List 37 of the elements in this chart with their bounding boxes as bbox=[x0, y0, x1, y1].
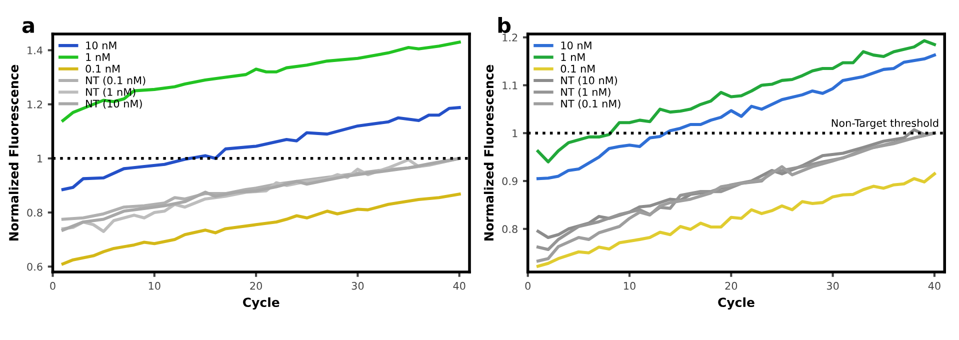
x-tick-label: 20 bbox=[725, 282, 738, 290]
x-tick-label: 30 bbox=[352, 282, 364, 290]
legend-label: NT (1 nM) bbox=[561, 88, 610, 98]
legend-label: 1 nM bbox=[561, 53, 585, 61]
y-tick-label: 1 bbox=[38, 154, 42, 162]
y-tick-label: 1.4 bbox=[28, 46, 42, 54]
x-tick-label: 30 bbox=[826, 282, 839, 290]
x-tick-label: 0 bbox=[50, 282, 56, 290]
y-tick-label: 1.2 bbox=[28, 100, 42, 108]
y-tick-label: 0.8 bbox=[27, 208, 42, 217]
ref-line-label: Non-Target threshold bbox=[832, 118, 938, 129]
legend-label: NT (0.1 nM) bbox=[86, 76, 146, 86]
y-tick-label: 0.6 bbox=[27, 262, 42, 271]
x-tick-label: 40 bbox=[928, 282, 940, 290]
legend-label: 1 nM bbox=[86, 53, 110, 61]
legend-label: 10 nM bbox=[86, 41, 116, 50]
legend-label: 10 nM bbox=[561, 41, 592, 50]
y-axis-title: Normalized Fluorescence bbox=[8, 64, 18, 241]
x-tick-label: 10 bbox=[148, 282, 160, 290]
y-axis-title: Normalized Fluorescence bbox=[484, 64, 494, 241]
x-tick-label: 20 bbox=[250, 282, 262, 290]
x-axis-title: Cycle bbox=[243, 297, 280, 310]
legend-label: 0.1 nM bbox=[86, 64, 120, 73]
y-tick-label: 1 bbox=[512, 129, 518, 138]
legend-label: 0.1 nM bbox=[560, 64, 595, 73]
y-tick-label: 1.2 bbox=[502, 34, 518, 42]
y-tick-label: 1.1 bbox=[502, 82, 518, 90]
chart-title: a bbox=[22, 21, 34, 34]
x-tick-label: 10 bbox=[624, 282, 636, 290]
legend-label: NT (10 nM) bbox=[561, 76, 617, 86]
chart-title: b bbox=[498, 16, 511, 34]
x-tick-label: 40 bbox=[453, 282, 466, 290]
legend-label: NT (0.1 nM) bbox=[561, 100, 620, 109]
x-axis-title: Cycle bbox=[718, 297, 754, 310]
x-tick-label: 0 bbox=[525, 282, 530, 290]
y-tick-label: 0.9 bbox=[502, 177, 518, 186]
y-tick-label: 0.8 bbox=[502, 225, 518, 234]
